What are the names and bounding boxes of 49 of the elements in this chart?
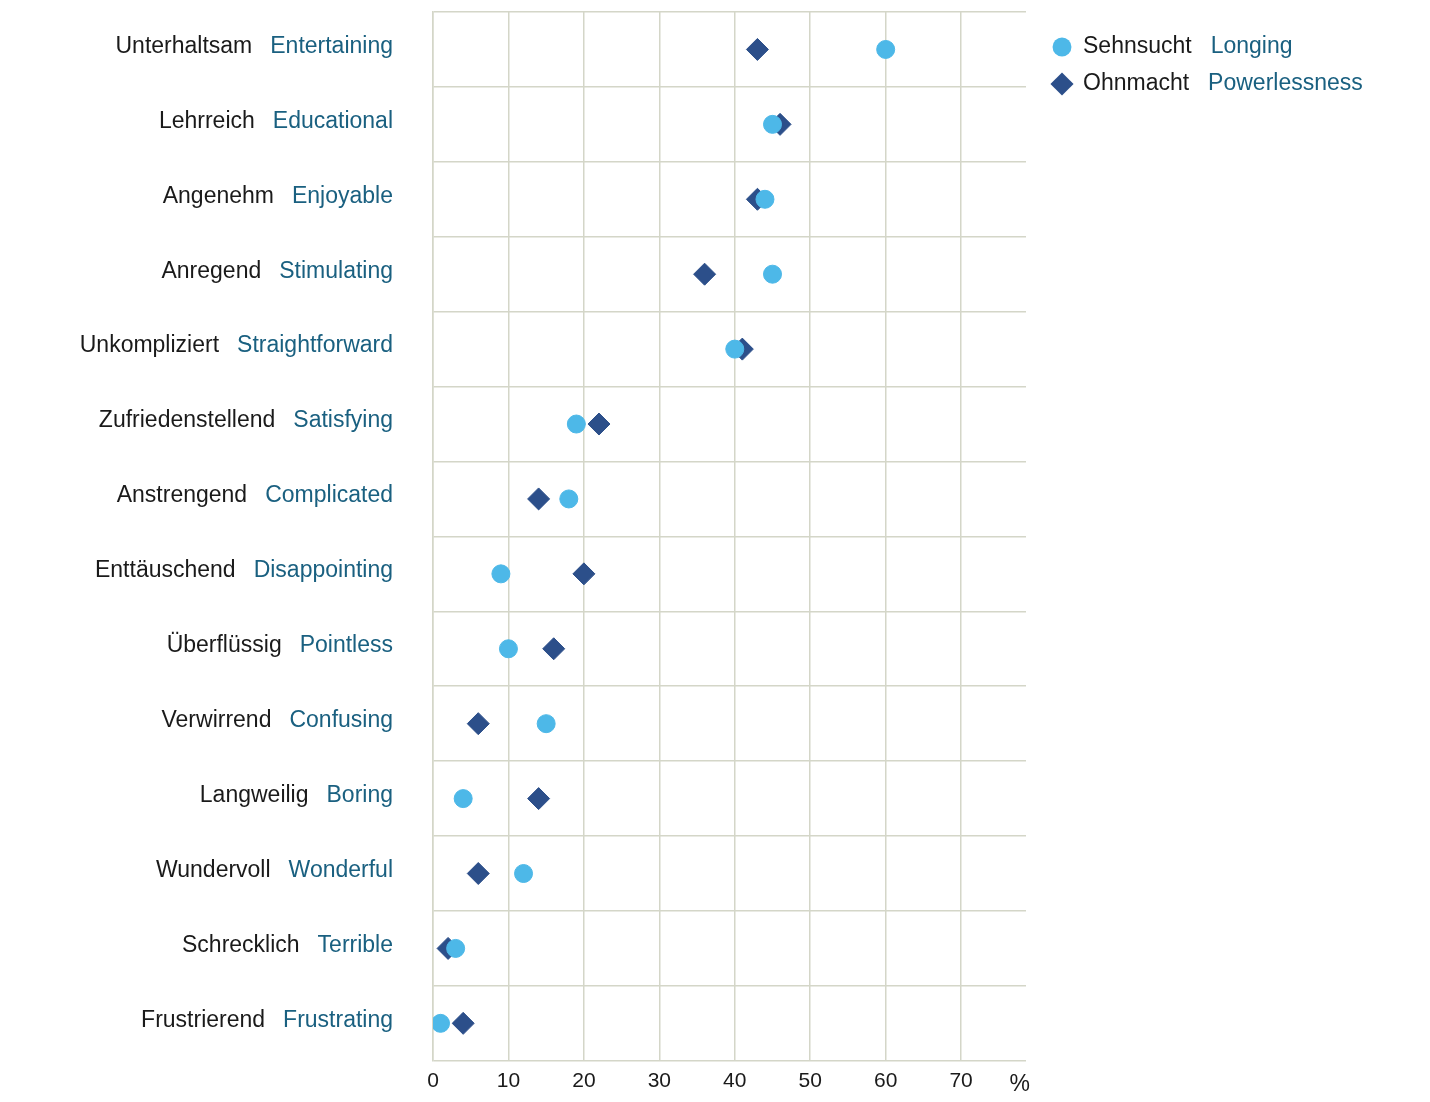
y-tick-label: Lehrreich Educational: [158, 106, 393, 133]
x-tick-label: 10: [496, 1068, 521, 1092]
point: [587, 412, 611, 436]
point: [536, 714, 556, 734]
point: [433, 1013, 451, 1033]
y-tick-label: Unkompliziert Straightforward: [79, 331, 394, 358]
point: [466, 862, 490, 886]
y-tick-label: Wundervoll Wonderful: [155, 855, 394, 882]
y-tick-label: Überflüssig Pointless: [166, 631, 393, 658]
point: [572, 562, 596, 586]
y-tick-label: Anstrengend Complicated: [116, 481, 394, 508]
point: [527, 787, 551, 811]
point: [453, 789, 473, 809]
point: [566, 414, 586, 434]
point: [559, 489, 579, 509]
y-tick-label: Enttäuschend Disappointing: [94, 556, 393, 583]
y-tick-label: Frustrierend Frustrating: [141, 1005, 394, 1032]
x-tick-label: 50: [798, 1068, 822, 1092]
point: [876, 39, 896, 59]
x-tick-label: 30: [647, 1068, 672, 1092]
point: [498, 639, 518, 659]
point: [763, 264, 782, 284]
point: [693, 262, 717, 286]
x-tick-label: 40: [723, 1068, 747, 1092]
point: [725, 339, 745, 359]
point: [446, 938, 466, 958]
point: [451, 1011, 475, 1035]
x-axis-title: %: [1009, 1069, 1030, 1096]
point: [763, 114, 782, 134]
point: [745, 37, 769, 61]
x-tick-label: 0: [427, 1068, 439, 1092]
legend-label: Ohnmacht Powerlessness: [1083, 69, 1363, 96]
y-tick-label: Zufriedenstellend Satisfying: [98, 406, 393, 433]
point: [542, 637, 566, 661]
y-tick-label: Langweilig Boring: [199, 780, 393, 807]
x-tick-label: 20: [572, 1068, 596, 1092]
point: [514, 864, 534, 884]
legend-label: Sehnsucht Longing: [1083, 32, 1293, 59]
point: [527, 487, 551, 511]
x-tick-label: 60: [873, 1068, 898, 1092]
y-tick-label: Schrecklich Terrible: [181, 930, 394, 957]
x-tick-label: 70: [949, 1068, 973, 1092]
y-tick-label: Verwirrend Confusing: [161, 706, 394, 733]
point: [491, 564, 511, 584]
point: [466, 712, 490, 736]
point: [755, 189, 775, 209]
y-tick-label: Angenehm Enjoyable: [162, 181, 394, 208]
y-tick-label: Unterhaltsam Entertaining: [115, 31, 393, 58]
y-tick-label: Anregend Stimulating: [161, 256, 394, 283]
